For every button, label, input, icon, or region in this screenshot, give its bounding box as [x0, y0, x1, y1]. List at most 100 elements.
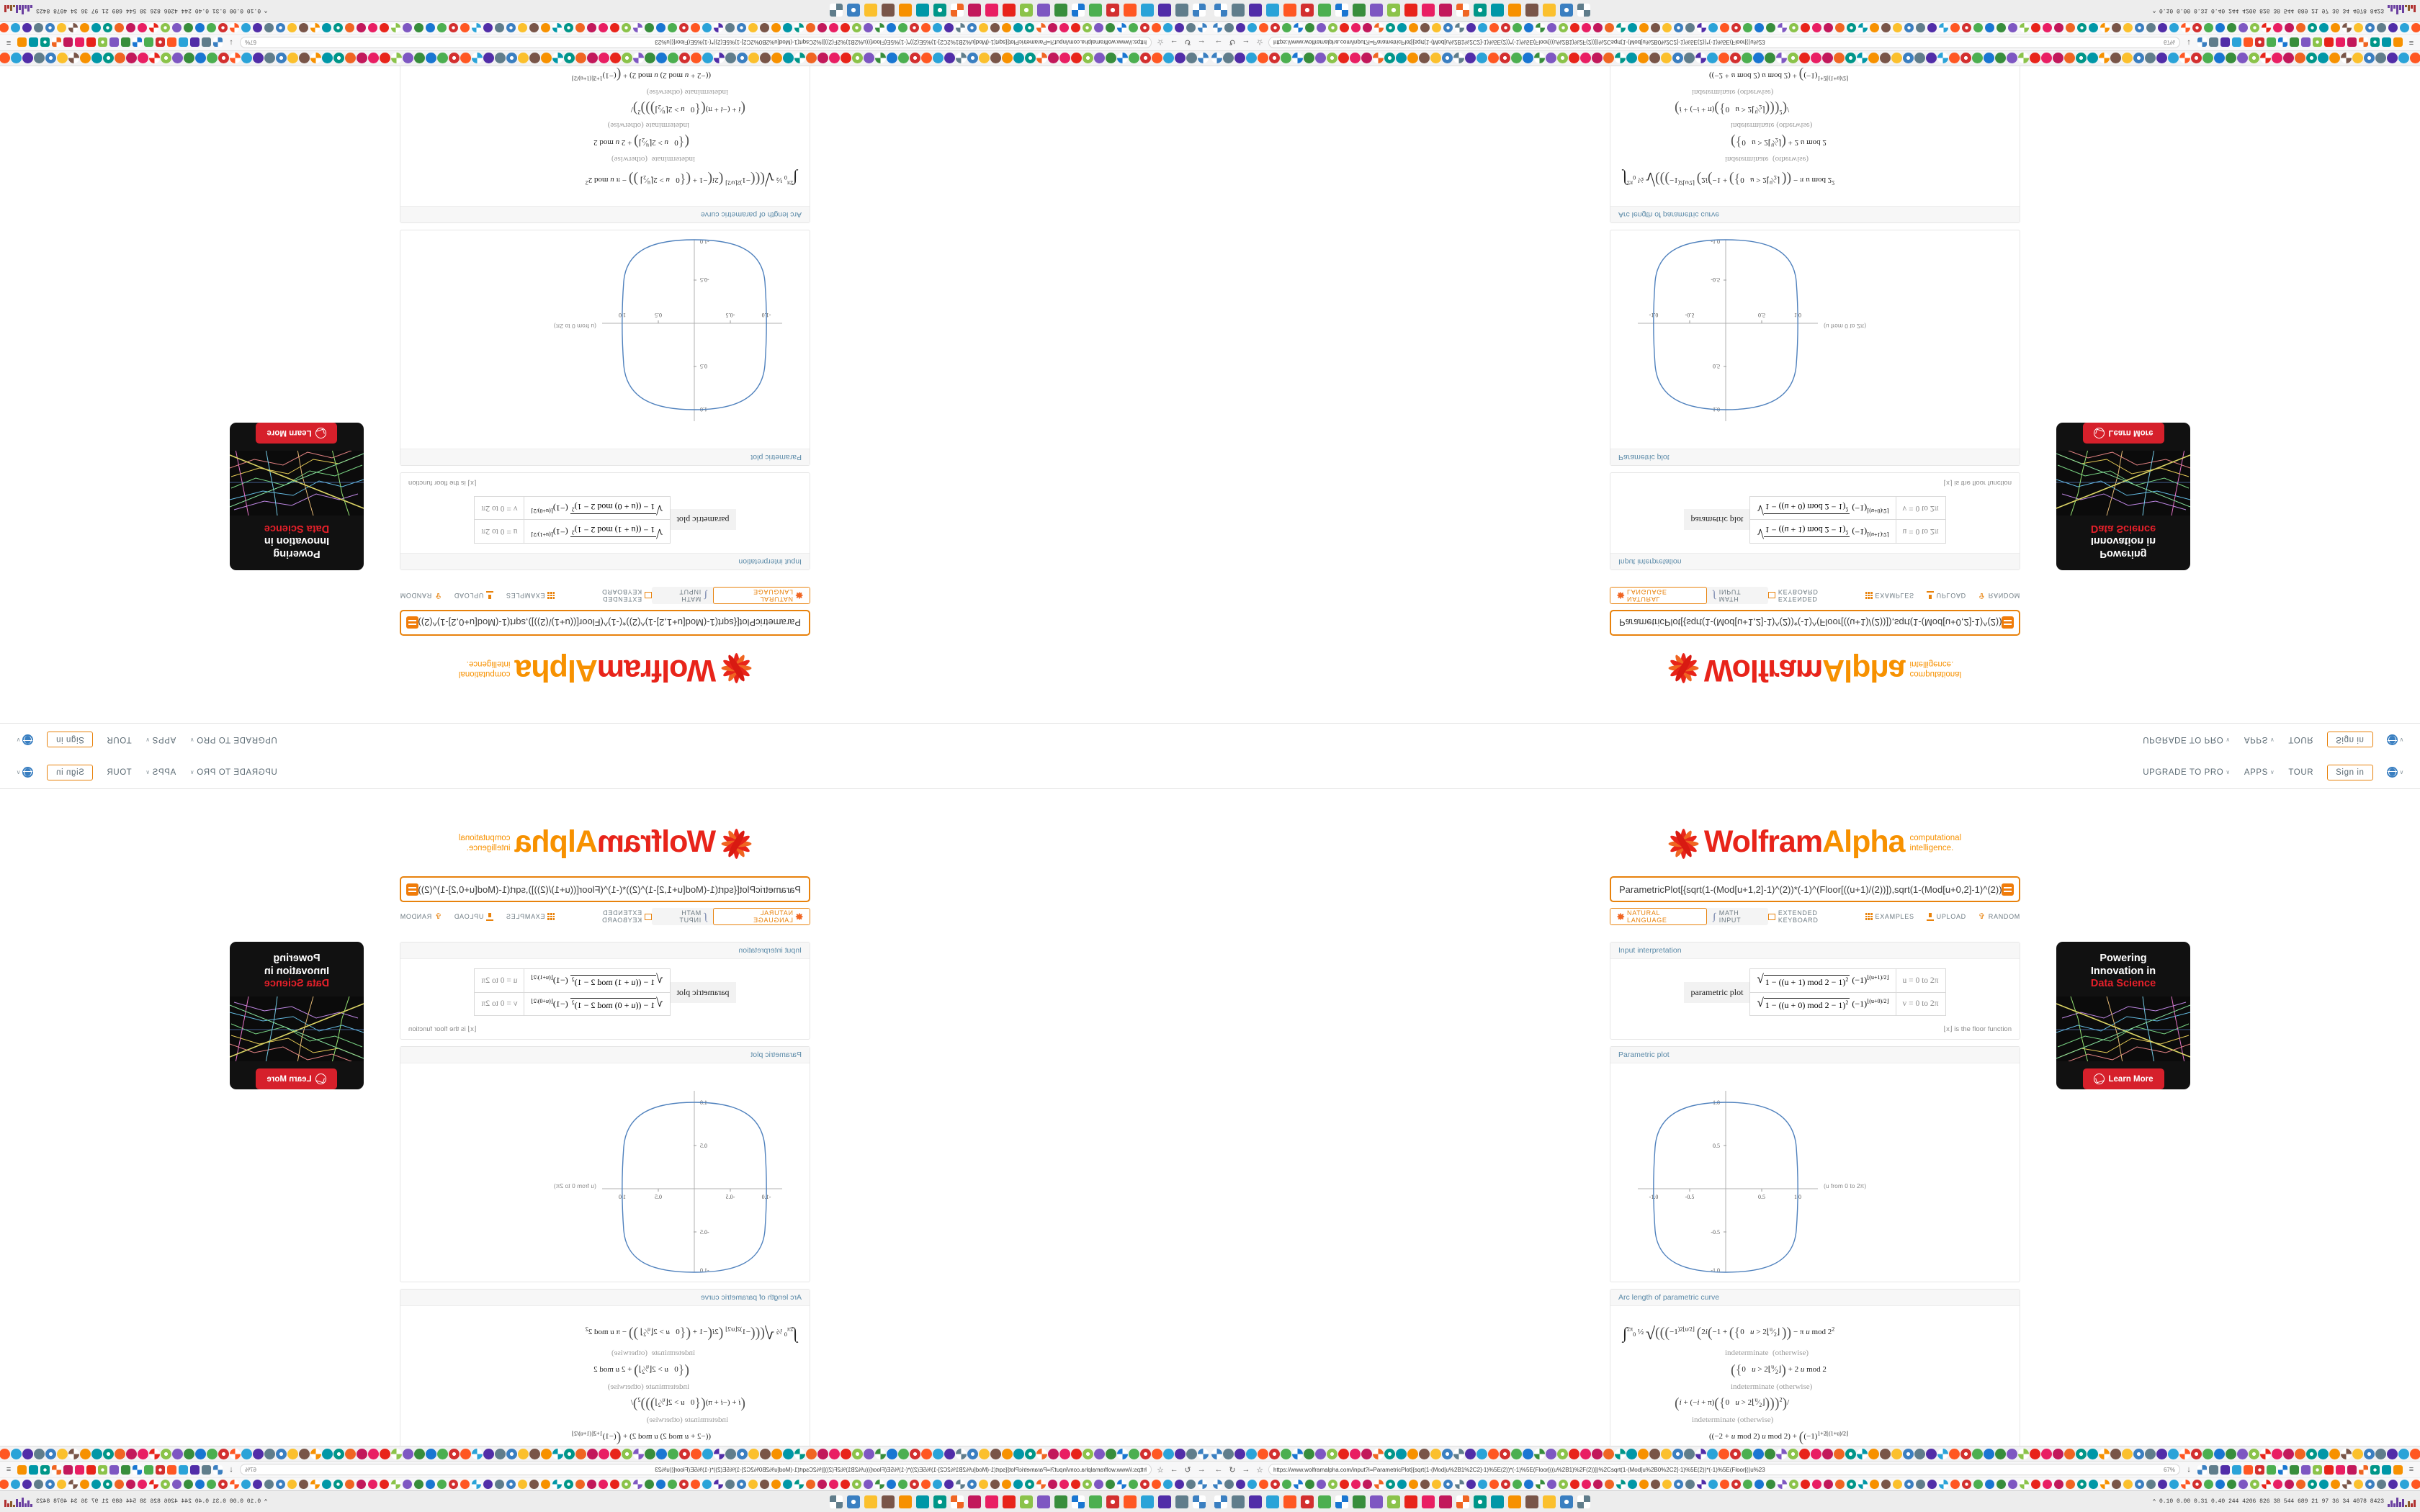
favicon[interactable] — [2031, 1480, 2040, 1489]
favicon[interactable] — [1283, 1495, 1296, 1508]
favicon[interactable] — [2393, 1464, 2403, 1475]
favicon[interactable] — [2007, 1448, 2017, 1459]
favicon[interactable] — [1249, 1495, 1262, 1508]
favicon[interactable] — [2272, 1448, 2282, 1459]
favicon[interactable] — [1269, 1448, 1280, 1459]
favicon[interactable] — [1985, 1480, 1994, 1489]
favicon[interactable] — [2324, 1464, 2334, 1475]
favicon[interactable] — [1258, 1448, 1268, 1459]
favicon[interactable] — [1318, 1495, 1331, 1508]
favicon[interactable] — [2179, 1448, 2190, 1459]
favicon[interactable] — [1801, 1480, 1810, 1489]
favicon[interactable] — [2410, 1448, 2420, 1459]
favicon[interactable] — [1338, 1448, 1349, 1459]
favicon[interactable] — [1891, 1448, 1902, 1459]
favicon[interactable] — [1396, 1448, 1407, 1459]
favicon[interactable] — [1835, 1480, 1845, 1489]
favicon[interactable] — [1409, 1480, 1418, 1489]
hamburger-menu-icon[interactable]: ≡ — [2408, 1465, 2414, 1474]
math-input-button[interactable]: ∫ MATH INPUT — [1707, 908, 1768, 925]
favicon[interactable] — [2135, 1480, 2144, 1489]
favicon[interactable] — [1489, 1480, 1499, 1489]
favicon[interactable] — [1847, 1480, 1856, 1489]
favicon[interactable] — [1822, 1448, 1833, 1459]
favicon[interactable] — [1697, 1480, 1706, 1489]
favicon[interactable] — [1616, 1480, 1626, 1489]
favicon[interactable] — [2066, 1480, 2075, 1489]
favicon[interactable] — [1914, 1448, 1925, 1459]
nav-apps[interactable]: APPS ∨ — [2244, 768, 2275, 777]
favicon[interactable] — [1788, 1448, 1798, 1459]
favicon[interactable] — [1466, 1480, 1476, 1489]
favicon[interactable] — [1543, 1495, 1556, 1508]
favicon[interactable] — [1232, 1495, 1245, 1508]
favicon[interactable] — [2020, 1480, 2029, 1489]
favicon[interactable] — [1743, 1480, 1752, 1489]
favicon[interactable] — [2313, 1464, 2322, 1475]
favicon[interactable] — [1720, 1480, 1729, 1489]
favicon[interactable] — [1570, 1480, 1579, 1489]
favicon[interactable] — [2267, 1464, 2276, 1475]
favicon[interactable] — [2244, 1464, 2253, 1475]
favicon[interactable] — [1765, 1448, 1775, 1459]
favicon[interactable] — [1903, 1448, 1914, 1459]
favicon[interactable] — [1500, 1448, 1510, 1459]
favicon[interactable] — [2158, 1480, 2167, 1489]
back-icon[interactable]: ← — [1214, 1465, 1223, 1474]
favicon[interactable] — [1404, 1495, 1417, 1508]
favicon[interactable] — [2365, 1480, 2375, 1489]
favicon[interactable] — [1592, 1448, 1603, 1459]
favicon[interactable] — [1501, 1480, 1510, 1489]
nav-tour[interactable]: TOUR — [2288, 768, 2313, 777]
advertisement-card[interactable]: Powering Innovation in Data Science — [2056, 942, 2190, 1089]
favicon[interactable] — [2301, 1464, 2311, 1475]
learn-more-button[interactable]: Learn More — [2082, 1068, 2164, 1089]
favicon[interactable] — [2232, 1464, 2241, 1475]
favicon[interactable] — [2342, 1480, 2352, 1489]
favicon[interactable] — [1442, 1448, 1453, 1459]
tile-bottom-right[interactable]: UPGRADE TO PRO ∨ APPS ∨ TOUR Sign in — [1210, 756, 2420, 1512]
favicon[interactable] — [2354, 1480, 2363, 1489]
favicon[interactable] — [1672, 1448, 1683, 1459]
favicon[interactable] — [1370, 1495, 1383, 1508]
favicon[interactable] — [1811, 1448, 1821, 1459]
favicon[interactable] — [1214, 1495, 1227, 1508]
favicon[interactable] — [2169, 1480, 2179, 1489]
favicon[interactable] — [2099, 1448, 2110, 1459]
sign-in-button[interactable]: Sign in — [2327, 764, 2373, 780]
favicon[interactable] — [2331, 1480, 2340, 1489]
favicon[interactable] — [1211, 1448, 1222, 1459]
favicon[interactable] — [2306, 1448, 2317, 1459]
favicon[interactable] — [2191, 1448, 2202, 1459]
favicon[interactable] — [2400, 1480, 2409, 1489]
favicon[interactable] — [1488, 1448, 1499, 1459]
favicon[interactable] — [1281, 1448, 1291, 1459]
favicon[interactable] — [2283, 1448, 2294, 1459]
favicon[interactable] — [2388, 1480, 2398, 1489]
favicon[interactable] — [1266, 1495, 1279, 1508]
favicon[interactable] — [1857, 1448, 1868, 1459]
favicon[interactable] — [2209, 1464, 2218, 1475]
favicon[interactable] — [1213, 1480, 1222, 1489]
favicon[interactable] — [1546, 1448, 1556, 1459]
favicon[interactable] — [1234, 1448, 1245, 1459]
favicon[interactable] — [1439, 1495, 1452, 1508]
favicon[interactable] — [1731, 1480, 1741, 1489]
favicon[interactable] — [2030, 1448, 2040, 1459]
favicon[interactable] — [2318, 1448, 2329, 1459]
favicon[interactable] — [1708, 1480, 1718, 1489]
favicon[interactable] — [1525, 1495, 1538, 1508]
favicon[interactable] — [1374, 1480, 1384, 1489]
favicon[interactable] — [1960, 1448, 1971, 1459]
favicon[interactable] — [2110, 1448, 2121, 1459]
nav-upgrade-to-pro[interactable]: UPGRADE TO PRO ∨ — [2143, 768, 2231, 777]
favicon[interactable] — [1674, 1480, 1683, 1489]
taskbar-icons[interactable] — [1214, 1495, 1590, 1508]
favicon[interactable] — [1512, 1480, 1522, 1489]
favicon[interactable] — [2156, 1448, 2167, 1459]
favicon[interactable] — [2278, 1464, 2287, 1475]
reload-icon[interactable]: ↻ — [1229, 1465, 1236, 1475]
favicon[interactable] — [2262, 1480, 2271, 1489]
upload-button[interactable]: UPLOAD — [1926, 912, 1966, 921]
favicon[interactable] — [2123, 1480, 2133, 1489]
